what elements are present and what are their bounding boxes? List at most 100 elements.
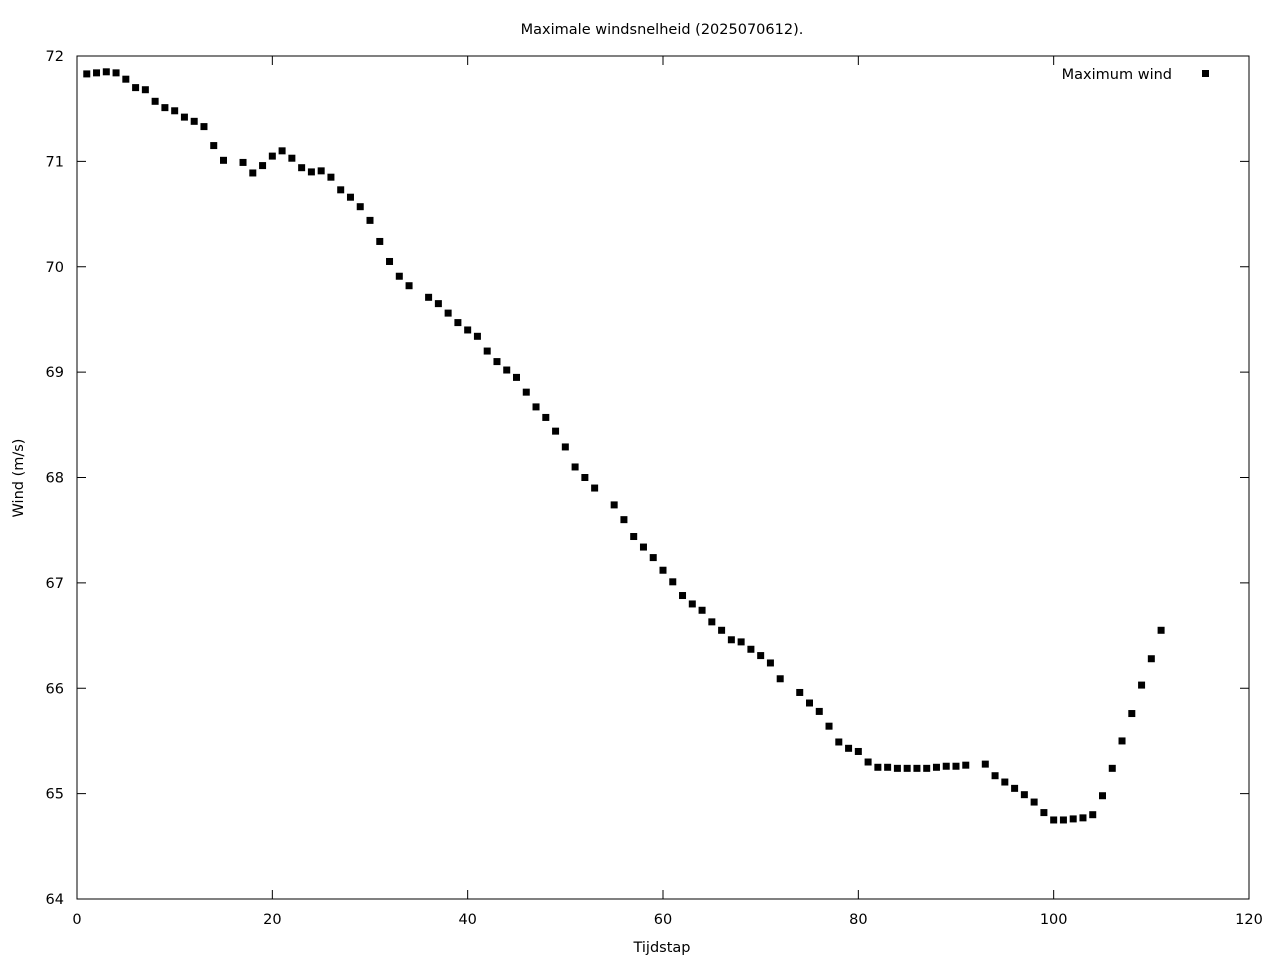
data-point-89 xyxy=(942,762,950,770)
data-point-107 xyxy=(1118,737,1126,745)
y-tick-label-3: 67 xyxy=(46,576,64,592)
data-point-4 xyxy=(112,69,120,77)
data-point-95 xyxy=(1001,778,1009,786)
y-tick-label-8: 72 xyxy=(46,49,64,65)
tick-labels: 0 20 40 60 80 100 120 64 65 66 67 68 69 70 71 72 xyxy=(46,49,1263,928)
data-point-90 xyxy=(952,762,960,770)
data-point-23 xyxy=(298,164,306,172)
x-tick-label-0: 0 xyxy=(72,912,81,928)
data-point-14 xyxy=(210,142,218,150)
data-point-9 xyxy=(161,104,169,112)
data-point-98 xyxy=(1030,798,1038,806)
data-point-79 xyxy=(845,744,853,752)
data-point-93 xyxy=(981,760,989,768)
data-point-17 xyxy=(239,158,247,166)
data-point-18 xyxy=(249,169,257,177)
data-point-47 xyxy=(532,403,540,411)
data-point-91 xyxy=(962,761,970,769)
data-point-37 xyxy=(434,300,442,308)
data-point-53 xyxy=(591,484,599,492)
data-point-110 xyxy=(1147,655,1155,663)
data-points xyxy=(83,68,1165,824)
data-point-88 xyxy=(932,763,940,771)
data-point-63 xyxy=(688,600,696,608)
x-tick-label-2: 40 xyxy=(458,912,476,928)
data-point-26 xyxy=(327,173,335,181)
data-point-108 xyxy=(1128,710,1136,718)
data-point-99 xyxy=(1040,809,1048,817)
data-point-13 xyxy=(200,123,208,131)
data-point-15 xyxy=(220,156,227,164)
data-point-33 xyxy=(395,272,403,280)
data-point-81 xyxy=(864,758,872,766)
data-point-44 xyxy=(503,366,511,374)
data-point-58 xyxy=(639,543,647,551)
data-point-100 xyxy=(1050,816,1058,824)
data-point-96 xyxy=(1011,784,1019,792)
y-tick-label-2: 66 xyxy=(46,681,64,697)
data-point-28 xyxy=(346,193,354,201)
data-point-55 xyxy=(610,501,618,509)
data-point-72 xyxy=(776,675,784,683)
data-point-3 xyxy=(102,68,110,76)
data-point-25 xyxy=(317,167,325,175)
data-point-106 xyxy=(1108,764,1116,772)
x-tick-label-5: 100 xyxy=(1040,912,1068,928)
data-point-75 xyxy=(806,699,813,707)
data-point-12 xyxy=(190,117,198,125)
data-point-104 xyxy=(1089,811,1097,819)
data-point-68 xyxy=(737,638,745,646)
data-point-36 xyxy=(425,293,433,301)
data-point-34 xyxy=(405,282,413,290)
legend-label-maximum-wind: Maximum wind xyxy=(1062,67,1172,83)
data-point-52 xyxy=(581,474,589,481)
data-point-50 xyxy=(561,443,569,451)
x-tick-label-1: 20 xyxy=(263,912,281,928)
data-point-66 xyxy=(718,626,726,634)
data-point-45 xyxy=(513,373,520,381)
plot-area-frame xyxy=(76,55,1250,900)
legend-marker xyxy=(1202,70,1209,77)
data-point-80 xyxy=(854,747,862,755)
data-point-10 xyxy=(171,107,179,115)
data-point-85 xyxy=(903,764,911,772)
data-point-48 xyxy=(542,413,550,421)
data-point-57 xyxy=(630,533,638,541)
data-point-74 xyxy=(796,688,804,696)
x-tick-label-3: 60 xyxy=(654,912,672,928)
data-point-109 xyxy=(1138,681,1146,689)
data-point-32 xyxy=(386,257,394,265)
data-point-2 xyxy=(93,69,101,77)
data-point-70 xyxy=(757,652,765,660)
data-point-31 xyxy=(376,237,384,245)
data-point-8 xyxy=(151,97,159,105)
data-point-19 xyxy=(259,162,267,170)
data-point-77 xyxy=(825,722,833,730)
chart-title: Maximale windsnelheid (2025070612). xyxy=(521,22,804,38)
data-point-97 xyxy=(1020,791,1028,799)
data-point-21 xyxy=(278,147,286,155)
data-point-6 xyxy=(132,84,140,92)
data-point-24 xyxy=(307,168,315,176)
data-point-62 xyxy=(679,592,687,600)
y-tick-label-4: 68 xyxy=(46,471,64,487)
data-point-46 xyxy=(522,388,530,396)
data-point-39 xyxy=(454,319,462,327)
y-axis-label: Wind (m/s) xyxy=(11,439,27,518)
data-point-71 xyxy=(766,659,774,667)
data-point-59 xyxy=(649,554,657,562)
data-point-29 xyxy=(356,203,364,211)
data-point-49 xyxy=(552,427,560,435)
data-point-78 xyxy=(835,738,843,746)
data-point-87 xyxy=(923,764,931,772)
data-point-30 xyxy=(366,216,374,224)
x-tick-label-4: 80 xyxy=(849,912,867,928)
y-tick-label-0: 64 xyxy=(46,892,64,908)
data-point-60 xyxy=(659,566,667,574)
data-point-41 xyxy=(473,332,481,340)
data-point-64 xyxy=(698,606,706,614)
y-tick-label-7: 71 xyxy=(46,154,64,170)
data-point-22 xyxy=(288,154,296,162)
data-point-7 xyxy=(141,86,149,94)
